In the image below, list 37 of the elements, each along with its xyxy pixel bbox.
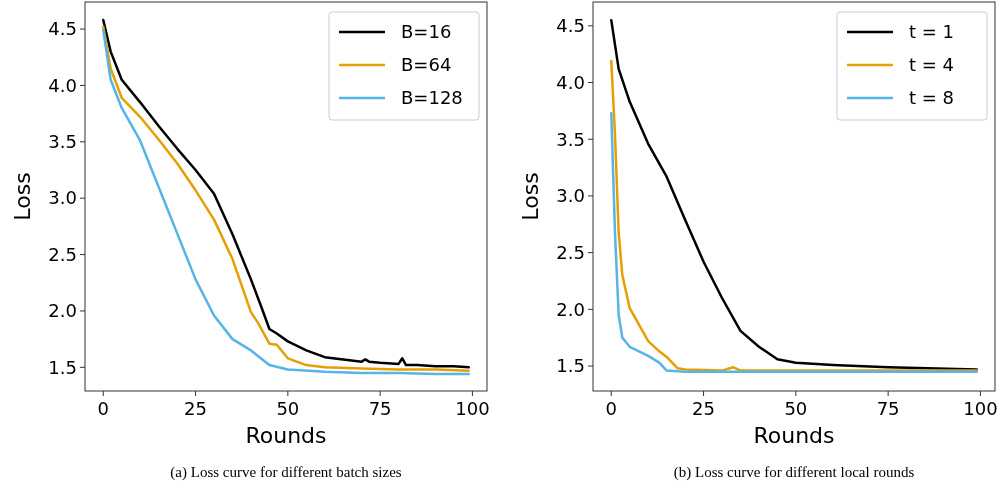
y-tick-label: 4.5	[556, 15, 585, 37]
x-tick-label: 75	[876, 398, 900, 419]
x-tick-label: 25	[692, 398, 716, 419]
x-tick-label: 0	[97, 398, 109, 419]
y-tick-label: 1.5	[556, 355, 585, 377]
y-tick-label: 3.0	[48, 187, 77, 209]
text: (a) Loss curve for different batch sizes	[170, 464, 402, 481]
y-tick-label: 3.0	[556, 185, 585, 207]
y-tick-label: 2.0	[48, 300, 77, 322]
text: (b) Loss curve for different local rounds	[673, 464, 915, 481]
y-tick-label: 1.5	[48, 356, 77, 378]
legend-label: t = 8	[909, 87, 955, 109]
x-axis-title: Rounds	[753, 423, 835, 448]
line-series	[610, 111, 978, 373]
y-tick-label: 4.0	[48, 74, 77, 96]
x-tick-label: 75	[368, 398, 392, 419]
y-tick-label: 4.0	[556, 71, 585, 93]
legend-label: t = 1	[909, 21, 955, 43]
legend-label: t = 4	[909, 54, 955, 76]
legend-label: B=64	[401, 54, 452, 76]
y-tick-label: 2.5	[48, 243, 77, 265]
x-tick-label: 100	[455, 398, 490, 419]
y-tick-label: 3.5	[48, 131, 77, 153]
y-tick-label: 3.5	[556, 128, 585, 150]
x-tick-label: 25	[184, 398, 208, 419]
x-tick-label: 100	[963, 398, 998, 419]
y-tick-label: 4.5	[48, 18, 77, 40]
x-axis-title: Rounds	[245, 423, 327, 448]
legend-label: B=128	[401, 87, 463, 109]
x-tick-label: 0	[605, 398, 617, 419]
y-axis-title: Loss	[10, 172, 35, 221]
y-tick-label: 2.5	[556, 241, 585, 263]
y-axis-title: Loss	[518, 172, 543, 221]
x-tick-label: 50	[276, 398, 300, 419]
legend-label: B=16	[401, 21, 452, 43]
x-tick-label: 50	[784, 398, 808, 419]
y-tick-label: 2.0	[556, 298, 585, 320]
